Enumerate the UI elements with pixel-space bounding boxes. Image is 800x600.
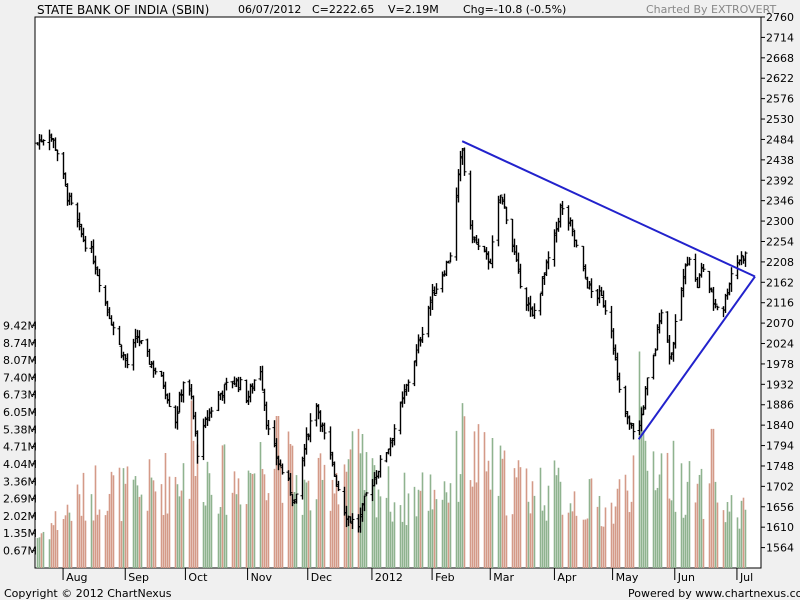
volume-tick-label: 1.35M: [3, 527, 37, 540]
volume-tick-label: 2.69M: [3, 493, 37, 506]
price-tick-label: 2254: [766, 235, 794, 248]
price-tick-label: 1656: [766, 501, 794, 514]
date-tick-label: Oct: [188, 571, 208, 584]
price-tick-label: 2530: [766, 113, 794, 126]
price-tick-label: 1840: [766, 419, 794, 432]
price-tick-label: 2668: [766, 52, 794, 65]
close-price: C=2222.65: [312, 3, 375, 16]
plot-area: [34, 16, 762, 569]
volume-tick-label: 2.02M: [3, 510, 37, 523]
volume-tick-label: 8.07M: [3, 354, 37, 367]
volume-bars: [36, 351, 747, 568]
date-tick-label: Mar: [493, 571, 514, 584]
price-tick-label: 1886: [766, 399, 794, 412]
date-tick-label: Sep: [128, 571, 149, 584]
price-tick-label: 2622: [766, 72, 794, 85]
date-tick-label: Nov: [251, 571, 273, 584]
volume-tick-label: 4.04M: [3, 458, 37, 471]
date-tick-label: May: [616, 571, 639, 584]
price-axis: 2760 2714 2668 2622 2576 2530 2484 2438 2392 2346…: [760, 11, 794, 568]
volume-tick-label: 6.05M: [3, 406, 37, 419]
price-tick-label: 2208: [766, 256, 794, 269]
price-tick-label: 2024: [766, 338, 794, 351]
date-tick-label: Apr: [557, 571, 577, 584]
price-tick-label: 2438: [766, 154, 794, 167]
price-tick-label: 1748: [766, 460, 794, 473]
chart-date: 06/07/2012: [238, 3, 302, 16]
volume-tick-label: 4.71M: [3, 441, 37, 454]
date-tick-label: Feb: [435, 571, 454, 584]
trendline: [637, 275, 756, 440]
price-tick-label: 1932: [766, 378, 794, 391]
copyright-text: Copyright © 2012 ChartNexus: [4, 587, 172, 600]
price-tick-label: 2346: [766, 195, 794, 208]
change-value: Chg=-10.8 (-0.5%): [463, 3, 567, 16]
date-axis: Aug Sep Oct Nov Dec 2012 Feb Mar Apr May Jun Jul: [62, 568, 753, 584]
volume-tick-label: 5.38M: [3, 423, 37, 436]
volume-tick-label: 7.40M: [3, 371, 37, 384]
price-bars: [35, 129, 748, 533]
price-tick-label: 2484: [766, 133, 794, 146]
volume-axis: 9.42M 8.74M 8.07M 7.40M 6.73M 6.05M 5.38M 4.71M…: [3, 319, 37, 557]
price-tick-label: 1978: [766, 358, 794, 371]
price-tick-label: 2576: [766, 93, 794, 106]
trendline: [461, 140, 756, 278]
price-tick-label: 1702: [766, 480, 794, 493]
date-tick-label: Jul: [739, 571, 753, 584]
price-tick-label: 2714: [766, 31, 794, 44]
price-tick-label: 2392: [766, 174, 794, 187]
volume-tick-label: 3.36M: [3, 475, 37, 488]
volume-tick-label: 9.42M: [3, 319, 37, 332]
price-tick-label: 2760: [766, 11, 794, 24]
powered-by-link[interactable]: Powered by www.chartnexus.com: [628, 587, 800, 600]
chart-credit: Charted By EXTROVERT: [646, 3, 777, 16]
price-tick-label: 2162: [766, 276, 794, 289]
volume-tick-label: 8.74M: [3, 337, 37, 350]
price-tick-label: 1610: [766, 521, 794, 534]
date-tick-label: 2012: [375, 571, 403, 584]
price-tick-label: 2070: [766, 317, 794, 330]
volume-value: V=2.19M: [388, 3, 439, 16]
date-tick-label: Jun: [677, 571, 695, 584]
price-tick-label: 2116: [766, 297, 794, 310]
chart-title: STATE BANK OF INDIA (SBIN): [37, 3, 210, 17]
date-tick-label: Aug: [66, 571, 87, 584]
date-tick-label: Dec: [311, 571, 332, 584]
volume-tick-label: 0.67M: [3, 545, 37, 558]
volume-tick-label: 6.73M: [3, 389, 37, 402]
price-tick-label: 1794: [766, 440, 794, 453]
trendlines: [461, 140, 756, 440]
price-tick-label: 2300: [766, 215, 794, 228]
price-tick-label: 1564: [766, 542, 794, 555]
